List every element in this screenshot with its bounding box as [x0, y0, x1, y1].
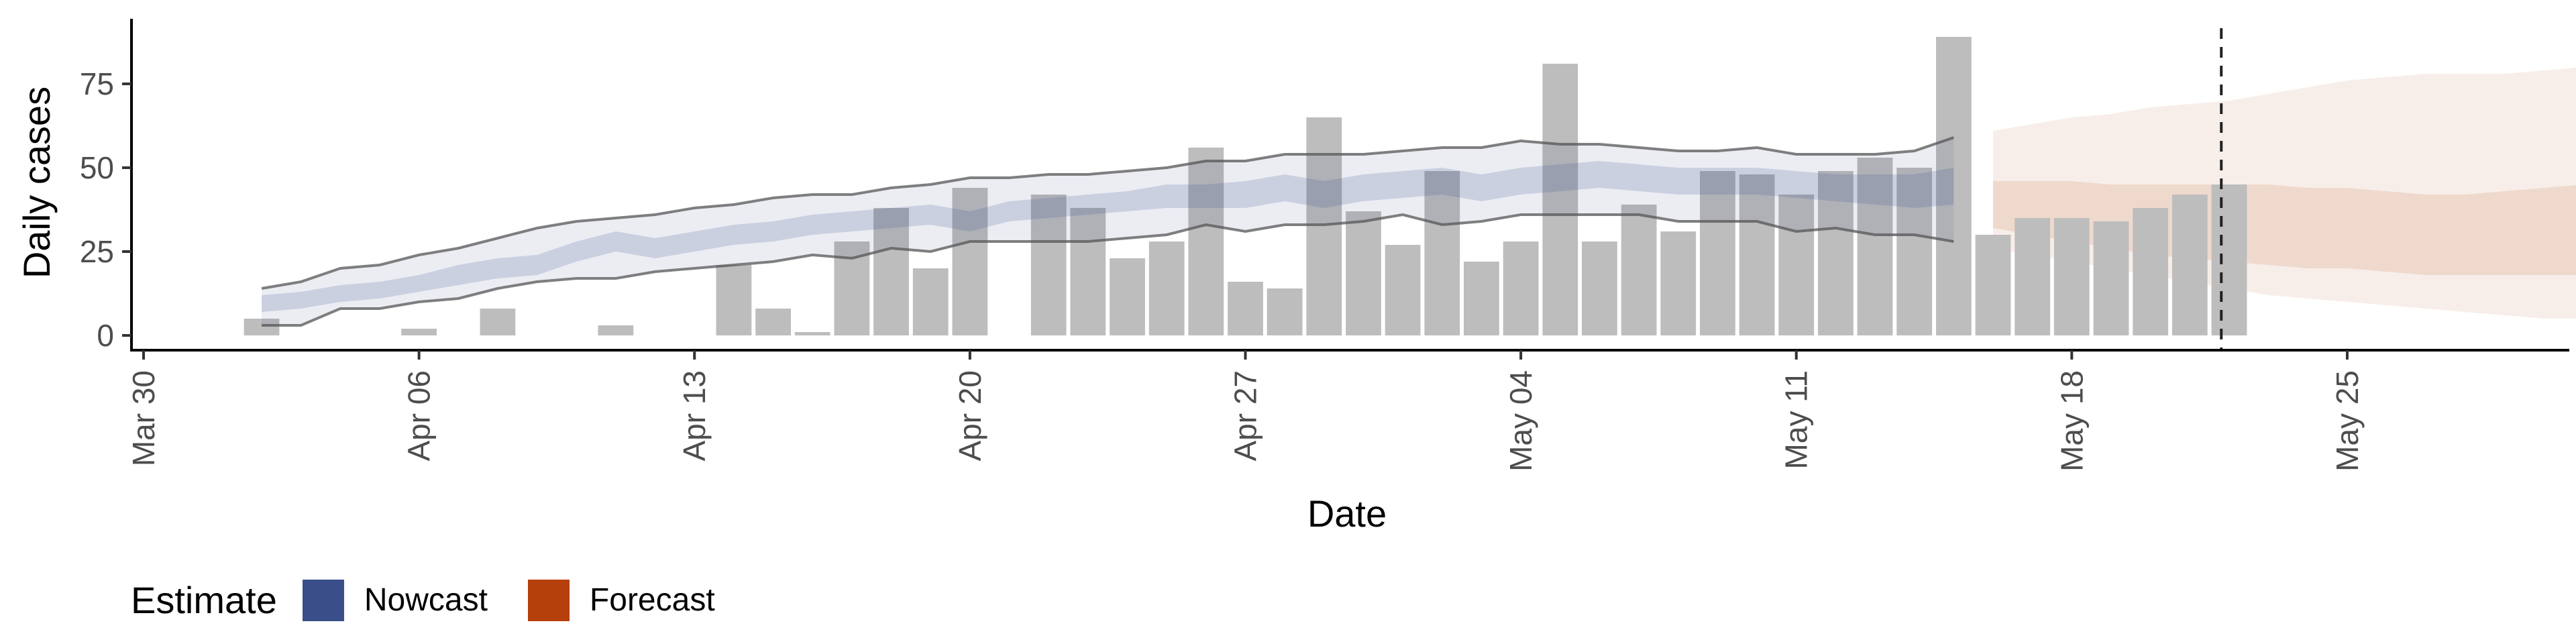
bar	[1542, 64, 1578, 335]
legend-key-forecast	[527, 579, 570, 621]
bar	[2211, 184, 2247, 335]
bar	[1700, 171, 1735, 335]
nowcast-outer-ribbon	[262, 138, 1954, 325]
bar	[1896, 168, 1933, 335]
bar	[1464, 262, 1499, 335]
y-tick-label: 75	[80, 66, 114, 101]
bar	[716, 265, 752, 335]
y-tick-label: 50	[80, 150, 114, 185]
legend-label-forecast: Forecast	[589, 582, 715, 618]
x-tick-label: May 11	[1779, 370, 1814, 469]
bar	[1857, 158, 1893, 335]
bar	[794, 332, 830, 335]
x-tick-label: Mar 30	[126, 370, 161, 466]
nowcast-inner-ribbon	[262, 161, 1954, 312]
x-tick-label: May 18	[2054, 370, 2089, 472]
bar	[1660, 231, 1697, 335]
bar	[1110, 258, 1145, 335]
nowcast-upper-line	[261, 136, 1955, 290]
y-tick-label: 0	[97, 318, 114, 353]
bar	[873, 208, 909, 335]
bars-group	[244, 37, 2247, 335]
bar	[480, 309, 516, 335]
bar	[1070, 208, 1106, 335]
bar	[1739, 174, 1775, 335]
bar	[1030, 195, 1067, 335]
bar	[952, 188, 988, 335]
bar	[1818, 171, 1854, 335]
x-tick-label: Apr 06	[402, 370, 437, 462]
bar	[1424, 171, 1460, 335]
bar	[912, 268, 949, 335]
bar	[1621, 205, 1657, 335]
x-tick-label: May 04	[1503, 370, 1538, 472]
bar	[1188, 148, 1224, 335]
bar	[1228, 282, 1263, 335]
bar	[1975, 235, 2011, 335]
bar	[2093, 221, 2129, 335]
legend-label-nowcast: Nowcast	[364, 582, 488, 618]
legend-key-nowcast	[302, 579, 344, 621]
x-tick-label: Apr 27	[1228, 370, 1263, 462]
bar	[1306, 117, 1342, 335]
bar	[2015, 218, 2051, 335]
bar	[2171, 195, 2208, 335]
bar	[1503, 241, 1539, 335]
bar	[1936, 37, 1972, 335]
bar	[1346, 211, 1381, 335]
nowcast-bound-lines	[261, 136, 1955, 327]
nowcast-lower-line	[262, 213, 1954, 327]
x-tick-label: Apr 13	[677, 370, 712, 462]
y-tick-label: 25	[80, 234, 114, 269]
axes: 0 25 50 75 Mar 30 Apr 06 Apr 13 Apr 20 Apr 27 May…	[80, 19, 2569, 472]
bar	[1385, 245, 1421, 335]
nowcast-outer-band	[262, 138, 1954, 325]
x-tick-label: Apr 20	[953, 370, 987, 462]
bar	[1778, 195, 1815, 335]
bar	[244, 319, 280, 335]
legend-title: Estimate	[131, 579, 277, 621]
x-axis-title: Date	[1307, 492, 1387, 535]
bar	[1582, 241, 1617, 335]
nowcast-inner-band	[262, 161, 1954, 312]
bar	[401, 329, 437, 335]
legend: Estimate Nowcast Forecast	[131, 578, 755, 622]
bar	[1148, 241, 1185, 335]
bar	[598, 325, 634, 335]
bar	[2133, 208, 2169, 335]
y-axis-title: Daily cases	[15, 87, 58, 278]
bar	[755, 309, 791, 335]
bar	[2053, 218, 2090, 335]
x-tick-label: May 25	[2330, 370, 2365, 472]
bar	[1267, 288, 1303, 335]
